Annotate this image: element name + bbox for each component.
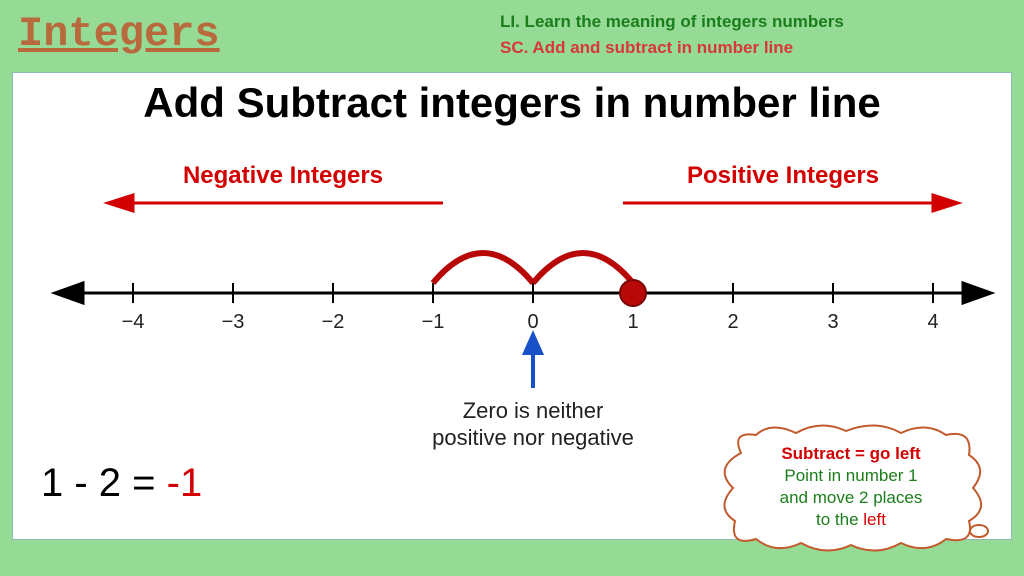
equation-lhs: 1 - 2 = <box>41 461 167 505</box>
positive-label: Positive Integers <box>687 162 879 189</box>
equation: 1 - 2 = -1 <box>41 461 202 506</box>
tick-label: 2 <box>727 311 738 333</box>
number-line-diagram: Negative Integers Positive Integers −4 −3… <box>13 123 1013 463</box>
bubble-line2b: and move 2 places <box>743 487 959 509</box>
page-title: Integers <box>18 10 220 58</box>
success-criteria: SC. Add and subtract in number line <box>500 38 793 58</box>
hop-arc-2 <box>533 253 633 283</box>
zero-pointer <box>525 335 541 388</box>
zero-caption-1: Zero is neither <box>463 398 604 423</box>
tick-label: −2 <box>322 311 345 333</box>
ticks: −4 −3 −2 −1 0 1 2 3 4 <box>122 283 939 333</box>
marker-dot <box>620 280 646 306</box>
speech-bubble: Subtract = go left Point in number 1 and… <box>711 423 991 558</box>
bubble-line1: Subtract = go left <box>743 443 959 465</box>
bubble-line2a: Point in number 1 <box>743 465 959 487</box>
negative-label: Negative Integers <box>183 162 383 189</box>
tick-label: 3 <box>827 311 838 333</box>
tick-label: −4 <box>122 311 145 333</box>
zero-caption-2: positive nor negative <box>432 425 634 450</box>
tick-label: −1 <box>422 311 445 333</box>
bubble-line3: to the left <box>743 509 959 531</box>
tick-label: 0 <box>527 311 538 333</box>
bubble-text: Subtract = go left Point in number 1 and… <box>743 443 959 531</box>
content-panel: Add Subtract integers in number line Neg… <box>12 72 1012 540</box>
learning-intention: LI. Learn the meaning of integers number… <box>500 12 844 32</box>
tick-label: 4 <box>927 311 938 333</box>
tick-label: 1 <box>627 311 638 333</box>
hop-arc-1 <box>433 253 533 283</box>
axis <box>55 283 991 303</box>
tick-label: −3 <box>222 311 245 333</box>
equation-answer: -1 <box>167 461 203 505</box>
panel-title: Add Subtract integers in number line <box>13 79 1011 127</box>
positive-arrow <box>623 195 958 211</box>
negative-arrow <box>108 195 443 211</box>
